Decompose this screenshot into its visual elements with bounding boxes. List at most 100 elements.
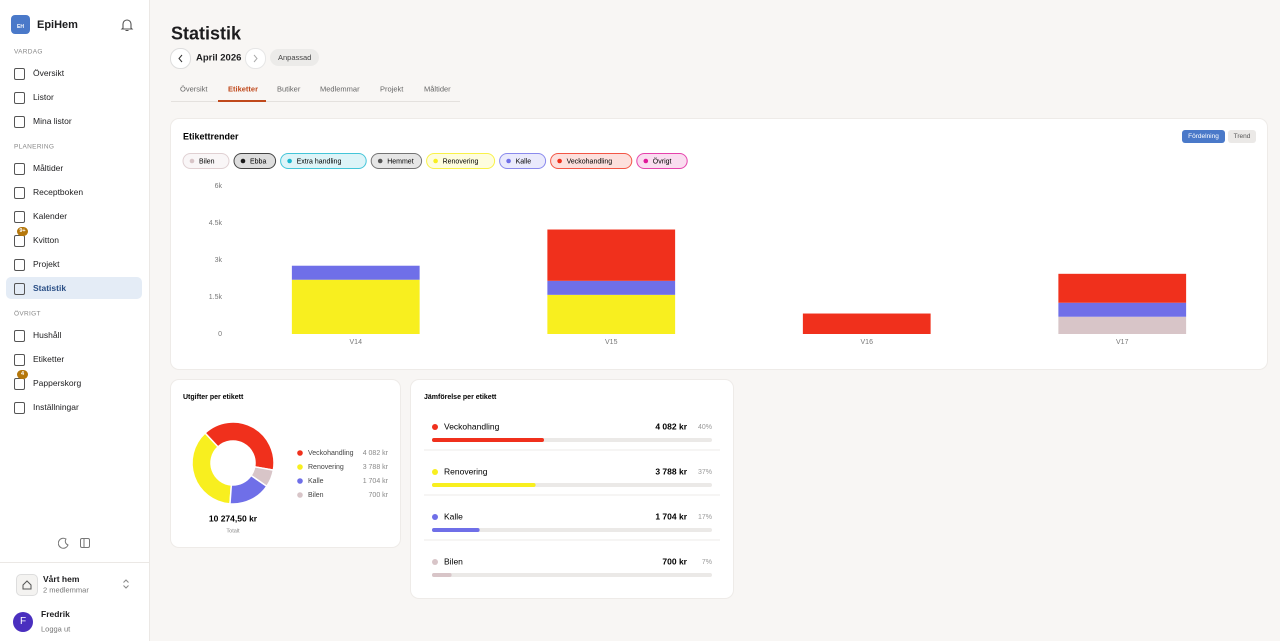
nav-item[interactable]: Översikt (33, 68, 65, 78)
legend-chip[interactable] (636, 153, 688, 169)
mode-button[interactable] (1182, 130, 1225, 143)
legend-label: Kalle (308, 478, 324, 485)
legend-label[interactable]: Veckohandling (567, 158, 613, 165)
nav-item[interactable]: Kvitton (33, 235, 59, 245)
household-name[interactable]: Vårt hem (43, 574, 80, 584)
avatar[interactable]: F (13, 612, 33, 632)
legend-label[interactable]: Extra handling (297, 158, 342, 165)
nav-item[interactable]: Listor (33, 92, 54, 102)
legend-dot (297, 450, 303, 456)
legend-dot (297, 492, 303, 498)
legend-dot (297, 464, 303, 470)
legend-chip[interactable] (499, 153, 547, 169)
nav-item[interactable]: Receptboken (33, 187, 84, 197)
legend-chip[interactable] (233, 153, 277, 169)
page-title: Statistik (171, 23, 242, 44)
legend-dot (506, 158, 511, 164)
tab[interactable]: Projekt (380, 84, 404, 94)
divider (0, 562, 149, 563)
total-caption: Totalt (226, 528, 240, 534)
legend-label: Bilen (308, 492, 324, 499)
bell-icon[interactable] (120, 18, 134, 32)
household-icon[interactable] (16, 574, 38, 596)
legend-chip[interactable] (370, 153, 423, 169)
mode-label[interactable]: Trend (1234, 133, 1251, 140)
nav-icon (14, 259, 25, 271)
y-tick-label: 0 (218, 331, 222, 338)
row-amount: 4 082 kr (655, 421, 687, 431)
badge: 9+ (17, 227, 28, 236)
switch-icon[interactable] (122, 578, 130, 590)
bar-segment (547, 294, 676, 334)
bar-segment (1058, 316, 1187, 334)
legend-label[interactable]: Renovering (443, 158, 479, 165)
tab[interactable]: Butiker (277, 84, 301, 94)
legend-label[interactable]: Hemmet (387, 158, 414, 165)
row-amount: 1 704 kr (655, 511, 687, 521)
progress-bar (432, 438, 544, 442)
household-members: 2 medlemmar (43, 585, 89, 595)
custom-button[interactable]: Anpassad (270, 49, 320, 66)
collapse-icon[interactable] (79, 537, 91, 549)
nav-item[interactable]: Mina listor (33, 116, 72, 126)
mode-button[interactable] (1228, 130, 1256, 143)
row-dot (432, 514, 438, 520)
legend-chip[interactable] (280, 153, 367, 169)
y-tick-label: 1.5k (209, 294, 223, 301)
legend-chip[interactable] (426, 153, 496, 169)
row-dot (432, 559, 438, 565)
nav-icon (14, 283, 25, 295)
tab[interactable]: Etiketter (228, 84, 259, 94)
mode-label[interactable]: Fördelning (1188, 133, 1219, 140)
nav-item[interactable]: Kalender (33, 211, 68, 221)
app-name: EpiHem (37, 19, 78, 31)
progress-bar (432, 573, 452, 577)
section-title: VARDAG (14, 48, 43, 56)
legend-chip[interactable] (182, 153, 230, 169)
next-button[interactable] (245, 48, 266, 69)
nav-item[interactable]: Projekt (33, 259, 60, 269)
progress-track (432, 528, 712, 532)
chart-title: Etikettrender (183, 131, 239, 141)
x-tick-label: V15 (605, 339, 618, 346)
legend-label[interactable]: Ebba (250, 158, 266, 165)
nav-item[interactable]: Måltider (33, 163, 64, 173)
nav-icon (14, 116, 25, 128)
nav-item[interactable]: Etiketter (33, 354, 65, 364)
row-name: Veckohandling (444, 421, 500, 431)
y-tick-label: 6k (215, 183, 223, 190)
legend-label[interactable]: Övrigt (653, 157, 672, 165)
period: April 2026 (196, 52, 242, 64)
prev-button[interactable] (170, 48, 191, 69)
card-title: Jämförelse per etikett (424, 394, 497, 401)
donut-slice (250, 465, 275, 488)
donut-slice (203, 421, 275, 471)
progress-track (432, 573, 712, 577)
bar-segment (291, 265, 420, 280)
nav-icon (14, 330, 25, 342)
nav-item[interactable]: Hushåll (33, 330, 62, 340)
legend-chip[interactable] (550, 153, 633, 169)
bar-segment (1058, 302, 1187, 317)
legend-dot (297, 478, 303, 484)
legend-label[interactable]: Kalle (516, 158, 532, 165)
bar-segment (291, 279, 420, 334)
tab[interactable]: Medlemmar (320, 84, 360, 94)
legend-dot (643, 158, 649, 164)
bar-segment (1058, 273, 1187, 303)
legend-dot (433, 158, 438, 164)
tab[interactable]: Måltider (424, 84, 451, 94)
x-tick-label: V16 (861, 339, 874, 346)
nav-item[interactable]: Statistik (33, 283, 67, 293)
nav-item[interactable]: Papperskorg (33, 378, 82, 388)
row-share: 17% (698, 514, 712, 521)
badge: 4 (17, 370, 28, 379)
nav-item[interactable]: Inställningar (33, 402, 79, 412)
legend-dot (189, 158, 195, 164)
tab[interactable]: Översikt (180, 84, 208, 94)
legend-label[interactable]: Bilen (199, 158, 215, 165)
logout[interactable]: Logga ut (41, 624, 71, 634)
theme-icon[interactable] (58, 537, 70, 549)
